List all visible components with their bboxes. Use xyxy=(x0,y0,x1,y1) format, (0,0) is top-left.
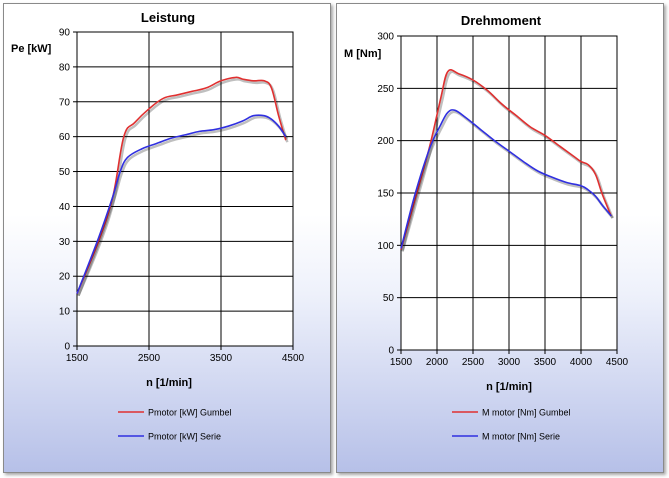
y-tick-label: 300 xyxy=(377,32,394,43)
x-tick-label: 3500 xyxy=(210,353,233,364)
y-tick-label: 100 xyxy=(377,241,394,252)
x-tick-label: 3000 xyxy=(498,357,521,368)
y-tick-label: 250 xyxy=(377,84,394,95)
legend-label: M motor [Nm] Gumbel xyxy=(482,408,571,418)
x-tick-label: 1500 xyxy=(390,357,413,368)
y-tick-label: 50 xyxy=(59,167,71,178)
y-tick-label: 20 xyxy=(59,272,71,283)
x-tick-label: 2500 xyxy=(462,357,485,368)
y-tick-label: 10 xyxy=(59,307,71,318)
x-axis-title: n [1/min] xyxy=(486,381,532,393)
y-tick-label: 50 xyxy=(383,293,395,304)
legend-label: Pmotor [kW] Gumbel xyxy=(148,408,232,418)
x-tick-label: 3500 xyxy=(534,357,557,368)
x-tick-label: 4500 xyxy=(606,357,629,368)
y-tick-label: 150 xyxy=(377,189,394,200)
x-axis-title: n [1/min] xyxy=(146,377,192,389)
y-tick-label: 200 xyxy=(377,136,394,147)
plot-border xyxy=(76,31,294,347)
x-tick-label: 1500 xyxy=(66,353,89,364)
legend-label: Pmotor [kW] Serie xyxy=(148,432,221,442)
y-tick-label: 40 xyxy=(59,202,71,213)
legend-label: M motor [Nm] Serie xyxy=(482,432,560,442)
series-line-gumbel xyxy=(400,69,612,250)
y-tick-label: 80 xyxy=(59,62,71,73)
series-line-serie xyxy=(76,114,287,294)
y-tick-label: 90 xyxy=(59,28,71,39)
y-tick-label: 70 xyxy=(59,97,71,108)
y-tick-label: 30 xyxy=(59,237,71,248)
x-tick-label: 2000 xyxy=(426,357,449,368)
plot-area xyxy=(77,32,293,346)
chart-title: Drehmoment xyxy=(461,13,542,28)
series-line-gumbel xyxy=(76,76,287,295)
x-tick-label: 4000 xyxy=(570,357,593,368)
y-tick-label: 60 xyxy=(59,132,71,143)
series-line-shadow xyxy=(77,78,289,297)
y-axis-title: M [Nm] xyxy=(344,48,382,60)
series-line-shadow xyxy=(77,115,289,297)
y-axis-title: Pe [kW] xyxy=(11,43,52,55)
y-tick-label: 0 xyxy=(64,342,70,353)
chart-title: Leistung xyxy=(141,10,195,25)
x-tick-label: 4500 xyxy=(282,353,305,364)
x-tick-label: 2500 xyxy=(138,353,161,364)
y-tick-label: 0 xyxy=(388,346,394,357)
series-line-serie xyxy=(400,109,612,249)
